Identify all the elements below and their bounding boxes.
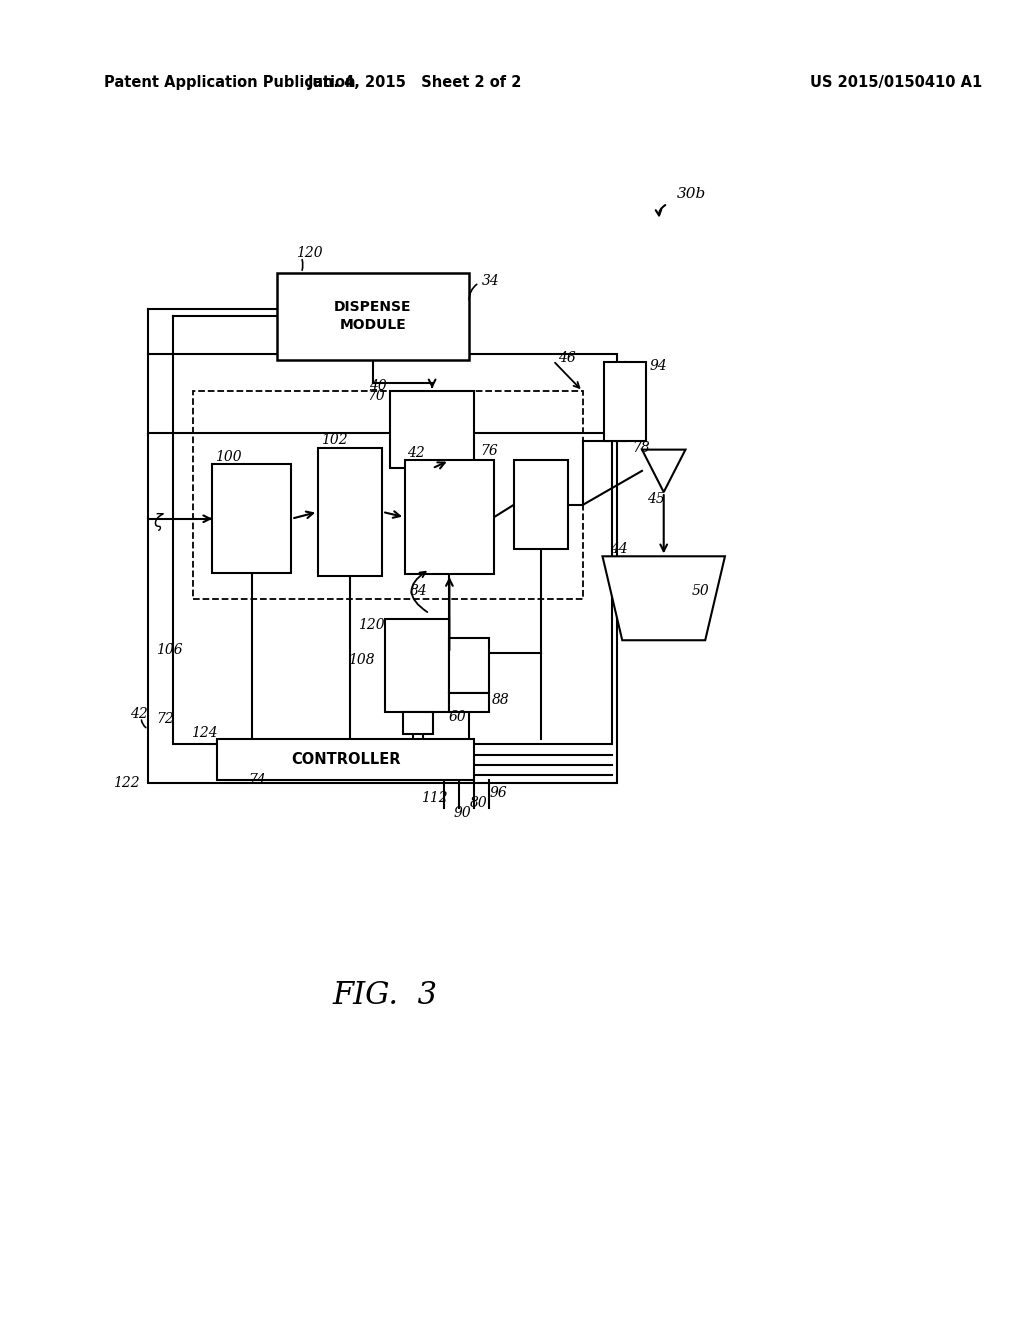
Text: 76: 76 (480, 444, 498, 458)
Text: 88: 88 (492, 693, 510, 706)
Text: 120: 120 (357, 619, 384, 632)
Text: 45: 45 (647, 492, 665, 506)
Text: 120: 120 (296, 246, 323, 260)
Text: DISPENSE
MODULE: DISPENSE MODULE (334, 300, 412, 333)
Bar (404, 461, 494, 574)
Text: CONTROLLER: CONTROLLER (291, 752, 400, 767)
Text: 44: 44 (610, 543, 628, 556)
Text: 42: 42 (407, 446, 425, 459)
Text: Jun. 4, 2015   Sheet 2 of 2: Jun. 4, 2015 Sheet 2 of 2 (307, 75, 522, 90)
Text: 96: 96 (489, 787, 508, 800)
Text: 74: 74 (248, 774, 265, 788)
Text: 102: 102 (321, 433, 347, 446)
Text: 42: 42 (130, 708, 148, 721)
Text: 60: 60 (449, 710, 466, 725)
Bar (173, 433, 612, 744)
Bar (318, 447, 382, 576)
Text: 90: 90 (454, 807, 471, 820)
Text: 84: 84 (410, 583, 428, 598)
Bar (450, 639, 488, 693)
Text: 122: 122 (113, 776, 139, 791)
Text: 34: 34 (482, 273, 500, 288)
Text: 108: 108 (348, 653, 375, 667)
Text: 46: 46 (558, 351, 575, 364)
Text: 78: 78 (632, 441, 650, 454)
Text: 112: 112 (421, 791, 447, 805)
Text: 50: 50 (691, 583, 710, 598)
Text: 94: 94 (650, 359, 668, 372)
Text: 40: 40 (370, 379, 387, 393)
Bar (604, 362, 646, 441)
Bar (148, 354, 617, 784)
Bar (514, 461, 568, 549)
Text: 72: 72 (156, 713, 174, 726)
Text: 124: 124 (190, 726, 217, 741)
Text: Patent Application Publication: Patent Application Publication (103, 75, 355, 90)
Bar (403, 713, 432, 734)
Text: $\zeta$: $\zeta$ (154, 511, 165, 533)
Bar (217, 739, 474, 780)
Text: 70: 70 (368, 389, 385, 404)
Bar (193, 391, 583, 599)
Text: 106: 106 (156, 643, 182, 657)
Text: FIG.  3: FIG. 3 (333, 981, 437, 1011)
Polygon shape (602, 556, 725, 640)
Bar (450, 693, 488, 713)
Text: 100: 100 (215, 450, 242, 463)
Bar (390, 391, 474, 469)
Polygon shape (642, 450, 685, 492)
Bar (385, 619, 450, 713)
Text: 30b: 30b (677, 187, 706, 201)
Text: US 2015/0150410 A1: US 2015/0150410 A1 (810, 75, 982, 90)
Bar (212, 465, 292, 573)
Bar (276, 273, 469, 360)
Text: 80: 80 (470, 796, 487, 810)
